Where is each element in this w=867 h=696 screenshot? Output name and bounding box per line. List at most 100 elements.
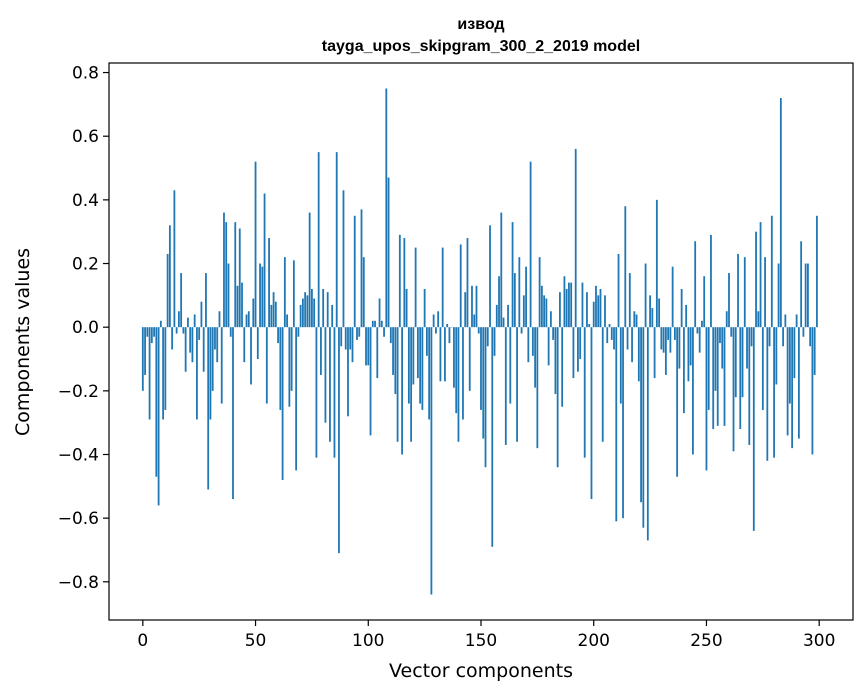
bar-91 bbox=[347, 327, 349, 417]
bar-187 bbox=[563, 276, 566, 328]
bar-79 bbox=[320, 327, 322, 375]
bar-33 bbox=[216, 327, 219, 363]
bar-231 bbox=[662, 327, 665, 353]
bar-82 bbox=[326, 292, 329, 328]
bar-100 bbox=[367, 327, 370, 366]
bar-297 bbox=[811, 327, 814, 455]
bar-156 bbox=[493, 327, 496, 356]
bar-22 bbox=[191, 327, 194, 363]
bar-293 bbox=[802, 327, 805, 337]
y-tick-label-7: 0.6 bbox=[72, 127, 99, 147]
bar-241 bbox=[685, 304, 688, 328]
bar-290 bbox=[795, 314, 798, 328]
y-tick-label-1: −0.6 bbox=[58, 509, 99, 529]
bar-196 bbox=[583, 327, 586, 458]
bar-11 bbox=[166, 253, 169, 328]
bar-221 bbox=[640, 327, 642, 503]
bar-271 bbox=[752, 327, 755, 531]
bar-80 bbox=[322, 288, 325, 328]
bar-132 bbox=[439, 327, 442, 382]
bar-148 bbox=[475, 285, 478, 328]
bar-175 bbox=[536, 327, 539, 449]
bar-128 bbox=[430, 327, 433, 595]
bar-269 bbox=[748, 327, 751, 445]
bar-12 bbox=[168, 225, 171, 328]
bar-68 bbox=[295, 327, 298, 471]
bar-258 bbox=[723, 327, 726, 426]
bar-64 bbox=[286, 314, 289, 328]
bar-222 bbox=[642, 327, 645, 528]
bar-191 bbox=[572, 327, 575, 379]
bar-287 bbox=[788, 327, 791, 404]
bar-262 bbox=[732, 327, 735, 452]
bar-1 bbox=[144, 327, 146, 375]
bar-63 bbox=[283, 257, 286, 328]
bar-30 bbox=[209, 327, 212, 420]
bar-10 bbox=[164, 327, 167, 410]
bar-214 bbox=[624, 206, 627, 328]
bar-144 bbox=[466, 238, 469, 328]
bar-17 bbox=[180, 273, 183, 328]
bar-276 bbox=[764, 257, 766, 328]
bar-279 bbox=[770, 215, 773, 328]
bar-284 bbox=[782, 327, 785, 347]
bar-163 bbox=[509, 327, 512, 404]
bar-77 bbox=[315, 327, 318, 458]
bar-227 bbox=[653, 327, 656, 379]
bar-37 bbox=[225, 222, 228, 328]
bar-218 bbox=[633, 311, 636, 328]
bar-46 bbox=[245, 314, 248, 328]
bar-116 bbox=[403, 238, 406, 328]
bar-157 bbox=[495, 304, 498, 328]
bar-254 bbox=[714, 327, 717, 391]
bar-125 bbox=[423, 288, 426, 328]
bar-126 bbox=[425, 327, 428, 356]
bar-242 bbox=[687, 327, 690, 382]
bar-204 bbox=[601, 327, 604, 442]
bar-193 bbox=[577, 327, 579, 372]
bar-141 bbox=[459, 244, 462, 328]
bar-105 bbox=[378, 298, 381, 328]
bar-243 bbox=[689, 327, 692, 366]
bar-89 bbox=[342, 190, 345, 328]
bar-149 bbox=[477, 327, 480, 334]
bar-42 bbox=[236, 285, 239, 328]
bar-90 bbox=[344, 327, 347, 350]
bar-145 bbox=[468, 327, 471, 391]
bar-45 bbox=[243, 327, 246, 363]
bar-99 bbox=[365, 327, 367, 366]
bar-184 bbox=[556, 327, 559, 468]
bar-240 bbox=[683, 327, 685, 414]
bar-2 bbox=[146, 327, 149, 337]
bar-135 bbox=[446, 323, 449, 328]
bar-73 bbox=[306, 295, 309, 328]
bar-277 bbox=[766, 327, 769, 461]
bar-150 bbox=[480, 327, 482, 410]
bar-296 bbox=[809, 327, 812, 347]
bar-238 bbox=[678, 327, 681, 369]
bar-273 bbox=[757, 311, 760, 328]
bar-239 bbox=[680, 288, 683, 328]
bar-194 bbox=[579, 327, 582, 360]
bar-61 bbox=[279, 327, 282, 410]
bar-114 bbox=[398, 234, 401, 328]
bar-106 bbox=[380, 320, 383, 328]
bar-216 bbox=[628, 273, 631, 328]
bar-70 bbox=[299, 304, 302, 328]
bar-131 bbox=[437, 311, 440, 328]
bar-164 bbox=[511, 222, 514, 328]
bar-92 bbox=[349, 327, 352, 350]
bar-178 bbox=[543, 295, 546, 328]
bar-177 bbox=[540, 285, 543, 328]
bar-232 bbox=[664, 327, 667, 375]
bar-24 bbox=[196, 327, 198, 420]
bar-41 bbox=[234, 222, 237, 328]
bar-259 bbox=[725, 311, 728, 328]
bar-28 bbox=[205, 273, 207, 328]
bar-102 bbox=[371, 320, 374, 328]
bar-127 bbox=[428, 327, 431, 420]
bar-217 bbox=[631, 327, 633, 363]
x-tick-label-50: 50 bbox=[245, 631, 267, 651]
bar-35 bbox=[220, 327, 223, 404]
